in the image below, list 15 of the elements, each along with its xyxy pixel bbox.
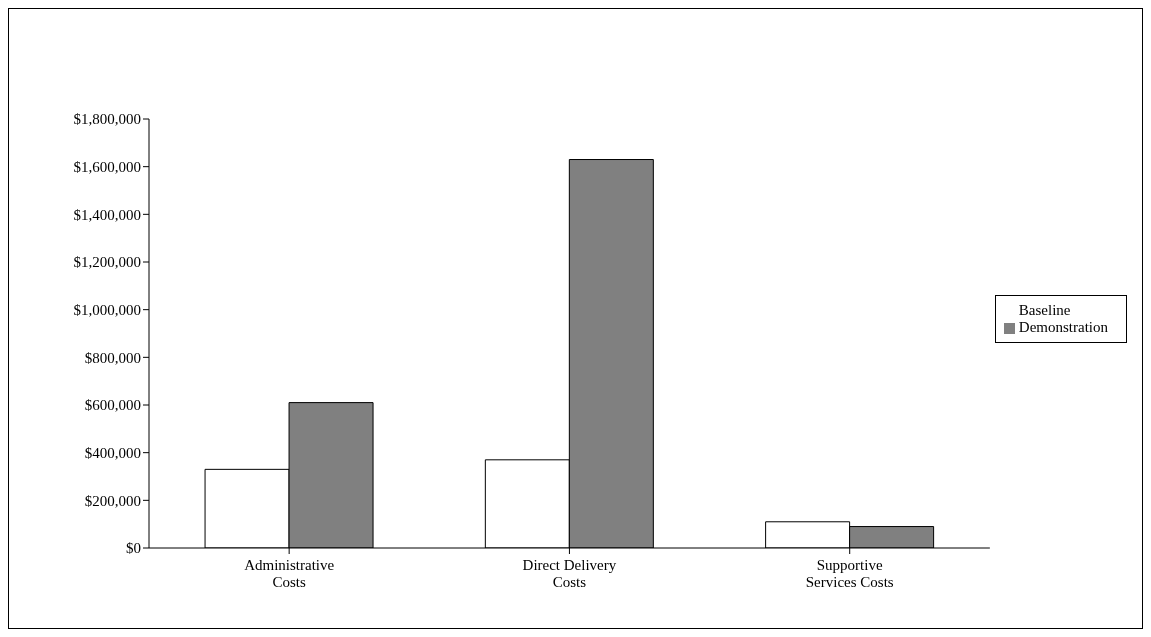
y-tick-label: $600,000 [84, 397, 141, 414]
y-tick-label: $200,000 [84, 492, 141, 509]
x-tick-label: Administrative Costs [244, 557, 335, 590]
x-tick-label: Direct Delivery Costs [522, 557, 617, 590]
text: Baseline [1018, 301, 1071, 318]
y-tick-label: $400,000 [84, 444, 141, 461]
y-tick-label: $1,400,000 [73, 206, 141, 223]
y-tick-label: $1,200,000 [73, 254, 141, 271]
y-tick-label: $1,600,000 [73, 158, 141, 175]
y-tick-label: $800,000 [84, 349, 141, 366]
y-tick-label: $0 [126, 540, 141, 557]
legend-label: Demonstration [1018, 318, 1108, 335]
y-tick-label: $1,000,000 [73, 301, 141, 318]
y-tick-label: $1,800,000 [73, 111, 141, 128]
x-tick-label: Supportive Services Costs [805, 557, 894, 590]
